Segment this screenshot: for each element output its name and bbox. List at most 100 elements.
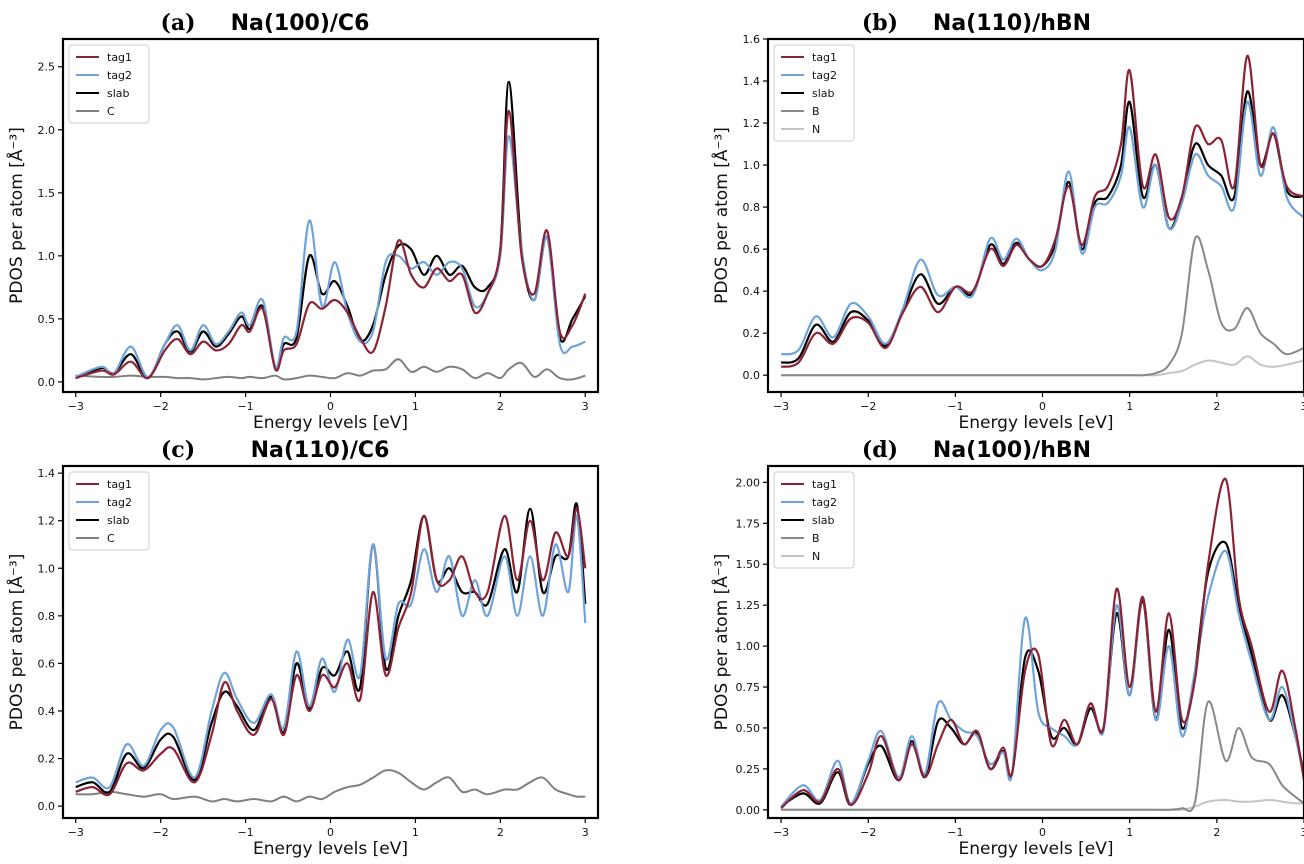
y-axis-label: PDOS per atom [Å⁻³]	[5, 127, 27, 304]
series-line-tag1	[780, 54, 1304, 368]
y-axis-label: PDOS per atom [Å⁻³]	[710, 127, 732, 304]
x-tick-label: −1	[237, 826, 253, 839]
chart-title: Na(110)/C6	[251, 438, 390, 463]
y-tick-label: 1.2	[38, 515, 56, 528]
y-tick-label: 1.0	[743, 159, 761, 172]
x-axis-label: Energy levels [eV]	[253, 839, 408, 859]
y-tick-label: 0.0	[38, 376, 56, 389]
x-tick-label: 0	[327, 400, 334, 413]
subplot-1: (b) Na(110)/hBN −3 −2 −1 0 1 2 3 0.0 0.2 0.4 0.6 0.8 1…	[710, 10, 1304, 433]
legend-label-tag1: tag1	[812, 51, 837, 64]
x-tick-label: 1	[1126, 826, 1133, 839]
series-line-C	[75, 769, 586, 803]
legend-label-slab: slab	[107, 87, 130, 100]
subplot-0: (a) Na(100)/C6 −3 −2 −1 0 1 2 3 0.0 0.5 1.0 1.5 2.0 2.…	[5, 10, 600, 433]
y-tick-label: 1.25	[736, 599, 761, 612]
x-tick-label: 2	[497, 826, 504, 839]
x-axis-label: Energy levels [eV]	[959, 413, 1114, 433]
y-tick-label: 0.75	[736, 681, 761, 694]
y-tick-label: 0.6	[743, 243, 761, 256]
legend-box	[68, 471, 150, 551]
legend-label-B: B	[812, 532, 820, 545]
series-line-tag1	[75, 109, 587, 380]
series-line-B	[781, 235, 1304, 377]
y-tick-label: 2.00	[736, 476, 761, 489]
subplot-3: (d) Na(100)/hBN −3 −2 −1 0 1 2 3 0.00 0.25 0.50 0.75…	[710, 437, 1304, 859]
y-tick-label: 1.0	[38, 250, 56, 263]
x-tick-label: 3	[1301, 400, 1304, 413]
y-tick-label: 1.4	[38, 467, 56, 480]
y-tick-label: 2.0	[38, 124, 56, 137]
y-tick-label: 1.0	[38, 562, 56, 575]
x-tick-label: −3	[773, 400, 789, 413]
chart-title: Na(100)/C6	[231, 11, 370, 36]
plot-frame	[766, 464, 1304, 820]
legend: tag1 tag2 slab C	[68, 471, 150, 551]
x-tick-label: 2	[1213, 400, 1220, 413]
x-tick-label: 3	[582, 400, 589, 413]
x-tick-label: −1	[947, 400, 963, 413]
y-tick-label: 0.4	[38, 705, 56, 718]
x-tick-label: 3	[582, 826, 589, 839]
x-tick-label: 2	[497, 400, 504, 413]
y-tick-label: 2.5	[38, 61, 56, 74]
legend-label-tag2: tag2	[812, 69, 837, 82]
x-tick-label: 0	[327, 826, 334, 839]
y-tick-label: 0.8	[38, 610, 56, 623]
legend: tag1 tag2 slab BN	[773, 44, 855, 142]
legend-label-tag2: tag2	[107, 69, 132, 82]
series-group	[780, 54, 1304, 377]
x-axis-label: Energy levels [eV]	[959, 839, 1114, 859]
legend-label-tag2: tag2	[812, 496, 837, 509]
x-tick-label: 2	[1213, 826, 1220, 839]
legend-label-tag2: tag2	[107, 496, 132, 509]
series-line-B	[781, 700, 1304, 813]
x-tick-label: −3	[773, 826, 789, 839]
y-tick-label: 0.0	[38, 800, 56, 813]
plot-frame	[766, 37, 1304, 394]
x-tick-label: 1	[412, 826, 419, 839]
y-tick-label: 0.50	[736, 722, 761, 735]
legend-label-tag1: tag1	[107, 478, 132, 491]
subplot-letter: (c)	[161, 437, 195, 463]
legend-label-C: C	[107, 532, 115, 545]
series-line-tag1	[75, 507, 587, 797]
legend-label-slab: slab	[812, 514, 835, 527]
x-tick-label: 1	[412, 400, 419, 413]
y-tick-label: 0.2	[38, 753, 56, 766]
legend: tag1 tag2 slab C	[68, 44, 150, 124]
subplot-letter: (a)	[160, 10, 195, 36]
x-tick-label: 0	[1039, 400, 1046, 413]
series-line-tag2	[75, 134, 586, 378]
y-tick-label: 0.2	[743, 327, 761, 340]
chart-title: Na(100)/hBN	[933, 438, 1091, 463]
y-tick-label: 0.25	[736, 763, 761, 776]
subplot-letter: (b)	[862, 10, 898, 36]
x-tick-label: −1	[947, 826, 963, 839]
y-tick-label: 0.8	[743, 201, 761, 214]
x-tick-label: −1	[237, 400, 253, 413]
legend-box	[68, 44, 150, 124]
y-tick-label: 1.2	[743, 117, 761, 130]
y-tick-label: 0.5	[38, 313, 56, 326]
legend-label-slab: slab	[107, 514, 130, 527]
series-line-N	[781, 355, 1304, 377]
subplot-letter: (d)	[862, 437, 898, 463]
y-axis-label: PDOS per atom [Å⁻³]	[5, 554, 27, 731]
legend-label-N: N	[812, 123, 820, 136]
x-tick-label: −3	[68, 400, 84, 413]
x-tick-label: −2	[153, 826, 169, 839]
y-tick-label: 1.75	[736, 517, 761, 530]
legend-label-slab: slab	[812, 87, 835, 100]
x-tick-label: −2	[860, 826, 876, 839]
legend-label-tag1: tag1	[812, 478, 837, 491]
x-tick-label: 1	[1126, 400, 1133, 413]
y-tick-label: 1.6	[743, 33, 761, 46]
y-tick-label: 0.6	[38, 657, 56, 670]
subplot-2: (c) Na(110)/C6 −3 −2 −1 0 1 2 3 0.0 0.2 0.4 0.6 0.8 1.…	[5, 437, 600, 859]
series-line-N	[781, 799, 1304, 812]
y-tick-label: 0.00	[736, 804, 761, 817]
series-line-tag2	[780, 100, 1304, 356]
y-tick-label: 1.00	[736, 640, 761, 653]
series-line-tag2	[75, 514, 587, 790]
